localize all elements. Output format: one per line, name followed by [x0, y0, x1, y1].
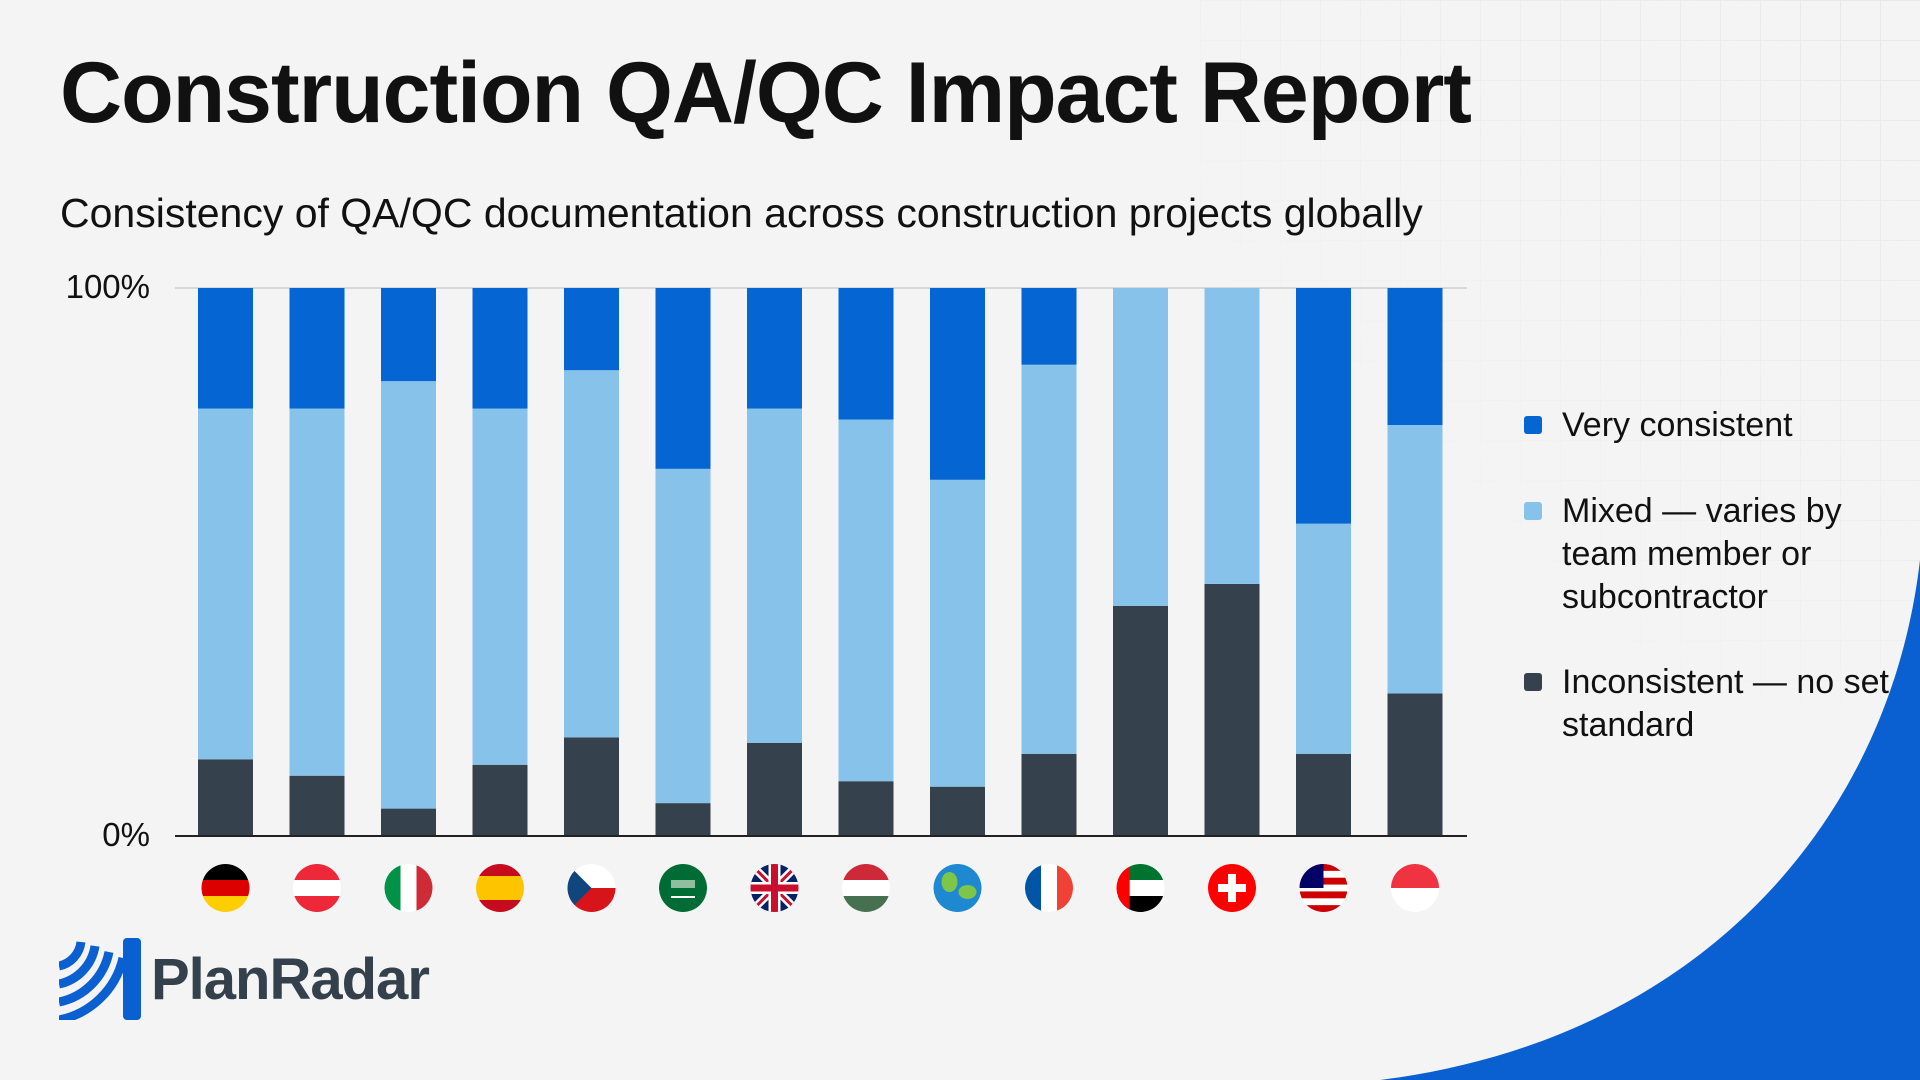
- bar-segment-czech-republic-1: [564, 370, 619, 738]
- bar-segment-malaysia-1: [1296, 523, 1351, 754]
- flag-saudi-arabia-icon: [659, 864, 707, 912]
- planradar-radar-icon: [59, 938, 141, 1020]
- bar-segment-united-kingdom-0: [747, 742, 802, 836]
- flag-spain-icon: [476, 864, 524, 912]
- bar-segment-saudi-arabia-1: [655, 468, 711, 804]
- bar-segment-austria-2: [289, 288, 345, 409]
- legend-item-inconsistent: Inconsistent — no set standard: [1524, 661, 1904, 747]
- y-tick-0: 0%: [102, 816, 150, 853]
- bar-segment-united-arab-emirates-1: [1113, 288, 1168, 606]
- bar-segment-spain-0: [472, 764, 528, 836]
- bar-segment-germany-1: [198, 408, 253, 760]
- bar-segment-saudi-arabia-2: [655, 288, 711, 469]
- bar-segment-singapore-0: [1387, 693, 1443, 836]
- bar-segment-malaysia-0: [1296, 753, 1351, 836]
- bar-segment-hungary-1: [838, 419, 894, 782]
- flag-singapore-icon: [1391, 864, 1439, 912]
- flag-switzerland-icon: [1208, 864, 1256, 912]
- bar-segment-united-arab-emirates-0: [1113, 605, 1168, 836]
- bar-segment-global-1: [930, 479, 985, 787]
- legend-item-very-consistent: Very consistent: [1524, 404, 1904, 447]
- legend-label: Inconsistent — no set standard: [1562, 663, 1889, 744]
- flag-austria-icon: [293, 864, 341, 912]
- bar-segment-united-kingdom-1: [747, 408, 802, 743]
- page-title: Construction QA/QC Impact Report: [60, 45, 1472, 141]
- bar-segment-spain-1: [472, 408, 528, 765]
- bar-segment-singapore-1: [1387, 425, 1443, 694]
- flag-italy-icon: [384, 864, 433, 912]
- flag-germany-icon: [201, 864, 250, 912]
- flag-czech-republic-icon: [567, 864, 616, 912]
- bar-segment-spain-2: [472, 288, 528, 409]
- bar-segment-malaysia-2: [1296, 288, 1351, 524]
- bar-segment-singapore-2: [1387, 288, 1443, 425]
- bar-segment-global-2: [930, 288, 985, 480]
- globe-icon: [933, 864, 982, 912]
- bar-segment-switzerland-0: [1204, 583, 1260, 836]
- bar-segment-czech-republic-2: [564, 288, 619, 371]
- flag-hungary-icon: [842, 864, 890, 912]
- flag-france-icon: [1025, 864, 1073, 912]
- bar-segment-united-kingdom-2: [747, 288, 802, 409]
- legend-item-mixed: Mixed — varies by team member or subcont…: [1524, 490, 1904, 619]
- legend-swatch: [1524, 673, 1542, 691]
- legend-swatch: [1524, 416, 1542, 434]
- bar-segment-global-0: [930, 786, 985, 836]
- bar-segment-italy-2: [381, 288, 436, 382]
- bar-segment-italy-1: [381, 381, 436, 809]
- bar-segment-switzerland-1: [1204, 288, 1260, 584]
- flag-malaysia-icon: [1299, 864, 1348, 912]
- bar-segment-france-1: [1021, 364, 1077, 754]
- bar-segment-germany-2: [198, 288, 253, 409]
- planradar-logo: PlanRadar: [59, 938, 430, 1020]
- brand-name: PlanRadar: [151, 946, 430, 1012]
- flag-uk-icon: [750, 864, 799, 912]
- flag-uae-icon: [1116, 864, 1165, 912]
- bar-segment-austria-1: [289, 408, 345, 776]
- legend-label: Very consistent: [1562, 406, 1793, 444]
- bar-segment-hungary-2: [838, 288, 894, 420]
- bar-segment-saudi-arabia-0: [655, 803, 711, 836]
- bar-segment-czech-republic-0: [564, 737, 619, 836]
- y-tick-100: 100%: [65, 268, 150, 305]
- bar-segment-hungary-0: [838, 781, 894, 836]
- page-subtitle: Consistency of QA/QC documentation acros…: [60, 190, 1423, 236]
- legend-label: Mixed — varies by team member or subcont…: [1562, 492, 1842, 616]
- bar-segment-france-0: [1021, 753, 1077, 836]
- legend-swatch: [1524, 502, 1542, 520]
- bar-segment-italy-0: [381, 808, 436, 836]
- bar-segment-germany-0: [198, 759, 253, 836]
- bar-segment-france-2: [1021, 288, 1077, 365]
- bar-segment-austria-0: [289, 775, 345, 836]
